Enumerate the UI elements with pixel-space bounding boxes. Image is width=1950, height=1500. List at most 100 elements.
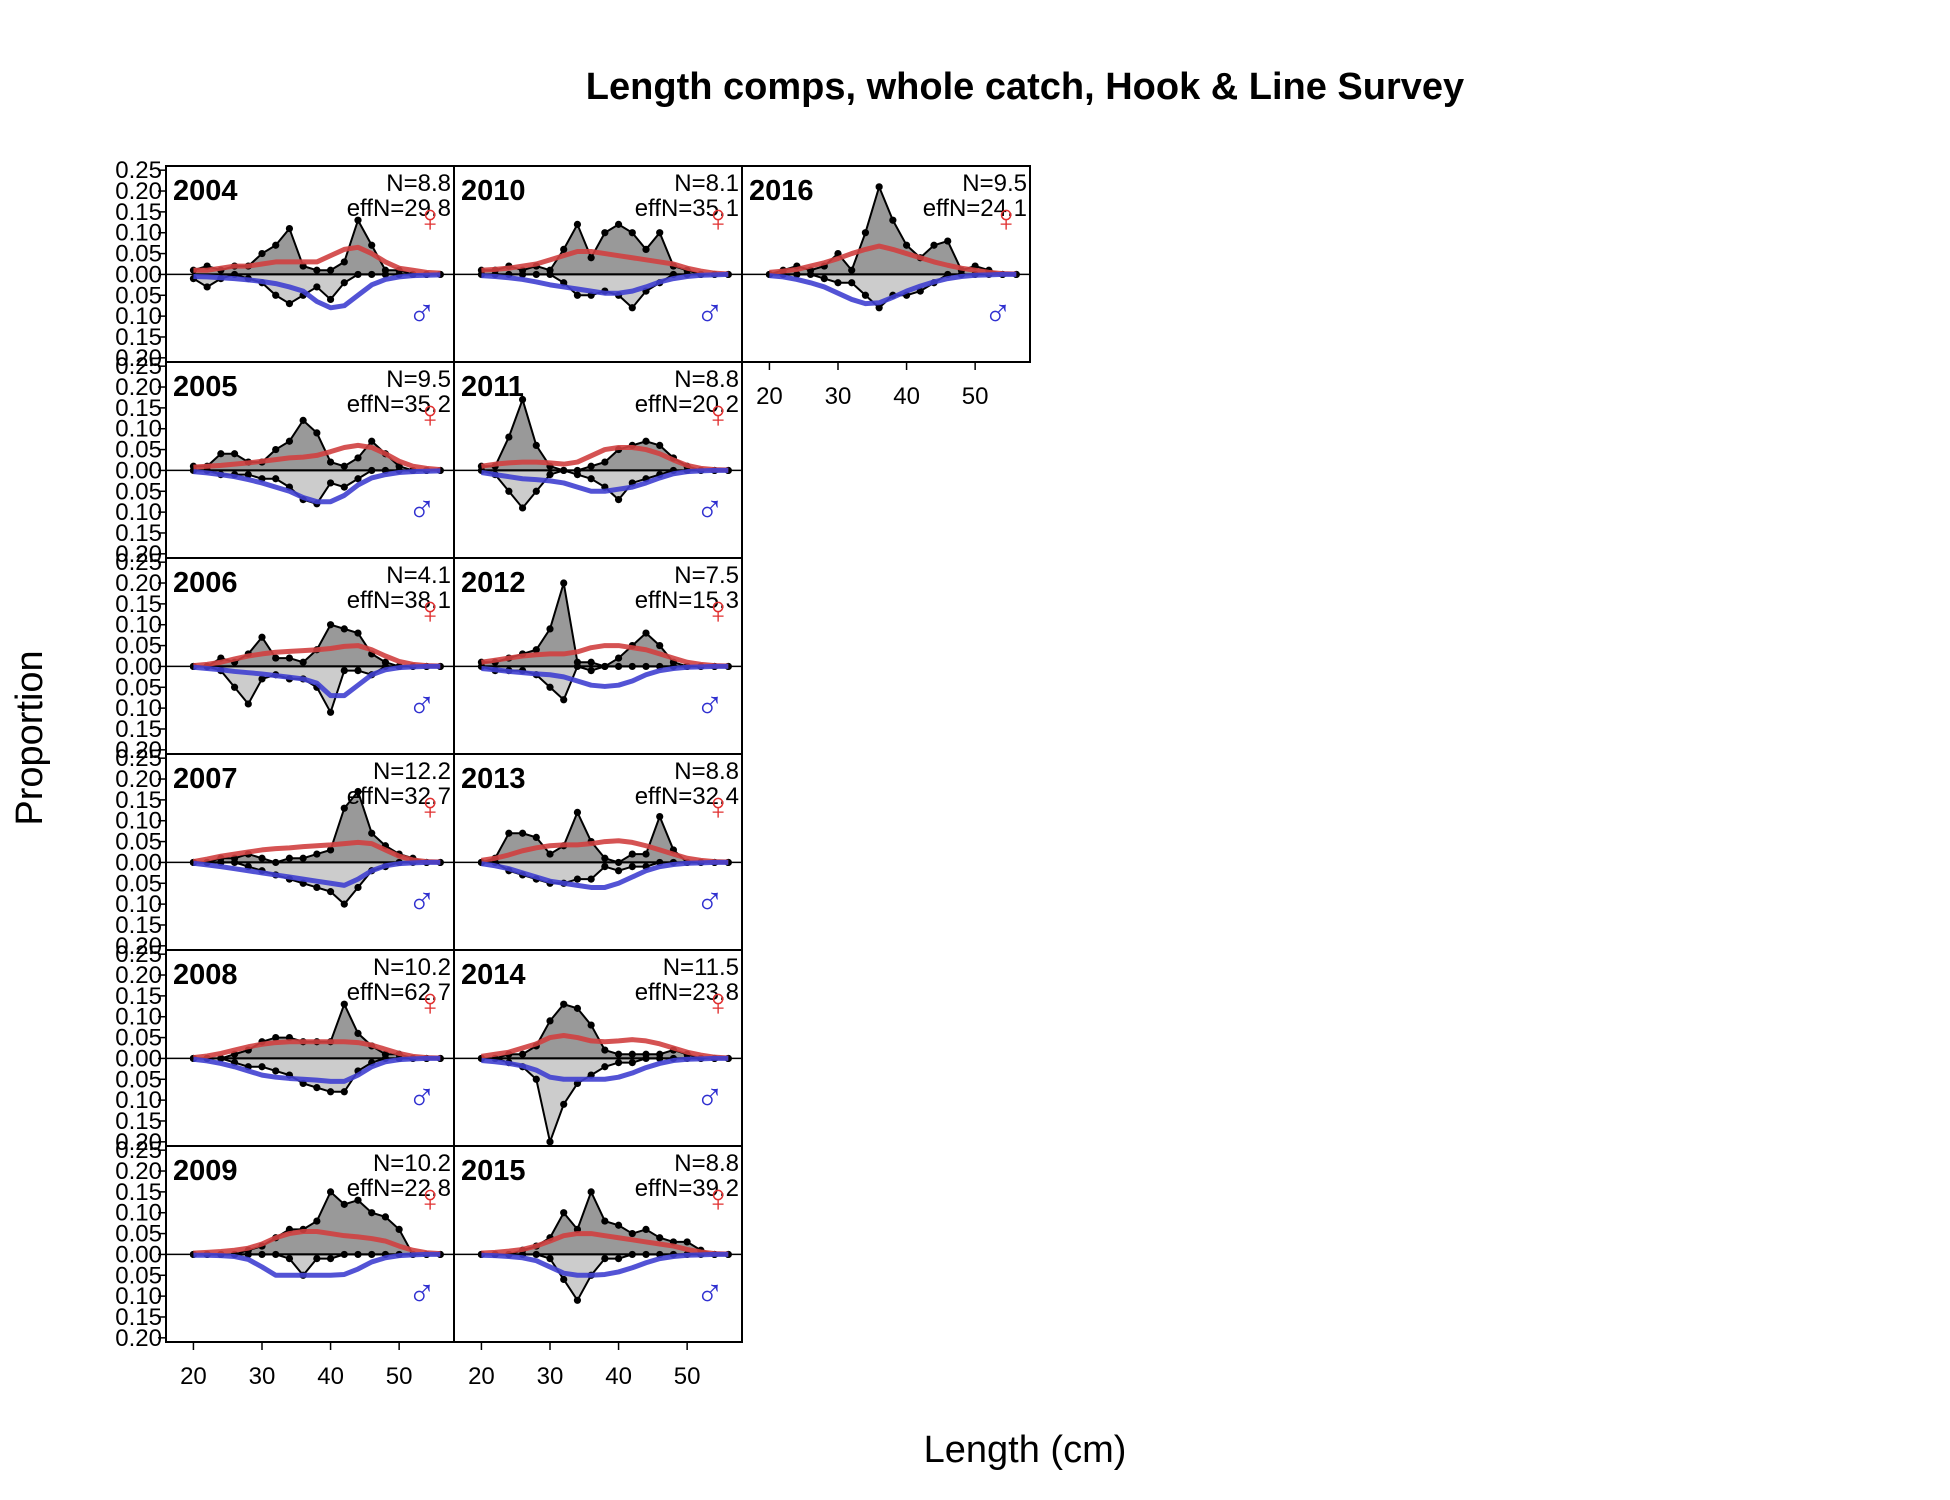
male-obs-point bbox=[875, 304, 883, 312]
male-obs-point bbox=[313, 1084, 321, 1092]
y-tick-label: 0.10 bbox=[115, 808, 162, 835]
panel-effn-label: effN=23.8 bbox=[635, 979, 739, 1006]
female-obs-point bbox=[299, 658, 307, 666]
male-obs-point bbox=[560, 1275, 568, 1284]
y-tick-label: 0.25 bbox=[115, 1137, 162, 1164]
male-obs-point bbox=[354, 666, 362, 675]
chart-title: Length comps, whole catch, Hook & Line S… bbox=[586, 66, 1464, 108]
male-obs-point bbox=[518, 270, 527, 279]
panel-year-label: 2011 bbox=[461, 371, 524, 403]
female-obs-point bbox=[587, 1188, 595, 1196]
female-obs-point bbox=[230, 450, 239, 458]
male-obs-point bbox=[244, 470, 252, 479]
male-obs-point bbox=[532, 270, 540, 279]
female-obs-point bbox=[326, 621, 335, 629]
female-symbol: ♀ bbox=[704, 982, 733, 1024]
female-obs-point bbox=[875, 183, 883, 191]
female-expected-line bbox=[481, 444, 729, 473]
panel-n-label: N=8.8 bbox=[674, 758, 739, 785]
female-expected-line bbox=[481, 1032, 729, 1061]
female-obs-point bbox=[272, 654, 280, 662]
male-symbol: ♂ bbox=[696, 881, 725, 923]
female-expected-line bbox=[481, 643, 729, 669]
female-obs-point bbox=[628, 1050, 636, 1058]
female-obs-point bbox=[285, 437, 294, 445]
female-obs-point bbox=[532, 441, 540, 450]
panel-n-label: N=11.5 bbox=[663, 954, 739, 981]
female-obs-point bbox=[532, 646, 540, 654]
female-obs-point bbox=[944, 237, 952, 245]
male-obs-point bbox=[642, 1250, 650, 1259]
male-obs-point bbox=[326, 708, 335, 716]
female-obs-point bbox=[587, 254, 595, 262]
y-tick-label: 0.05 bbox=[115, 1066, 162, 1093]
y-tick-label: 0.20 bbox=[115, 541, 162, 568]
y-tick-label: 0.20 bbox=[115, 570, 162, 597]
male-obs-point bbox=[340, 279, 348, 287]
y-tick-label: 0.15 bbox=[115, 591, 162, 618]
male-obs-point bbox=[354, 883, 362, 892]
panel-frame bbox=[741, 165, 1031, 363]
panel-effn-label: effN=35.2 bbox=[347, 391, 451, 418]
male-obs-point bbox=[326, 1254, 335, 1263]
male-obs-point bbox=[546, 270, 554, 279]
y-tick-label: 0.25 bbox=[115, 157, 162, 184]
male-obs-point bbox=[340, 1250, 348, 1259]
female-obs-point bbox=[340, 462, 348, 470]
female-symbol: ♀ bbox=[704, 786, 733, 828]
y-tick-label: 0.20 bbox=[115, 345, 162, 372]
female-obs-point bbox=[656, 641, 664, 650]
female-obs-point bbox=[217, 450, 225, 458]
x-tick-label: 50 bbox=[962, 383, 989, 410]
female-obs-point bbox=[340, 258, 348, 266]
y-tick-label: 0.15 bbox=[115, 787, 162, 814]
panel-year-label: 2014 bbox=[461, 959, 526, 991]
y-tick-label: 0.15 bbox=[115, 520, 162, 547]
female-symbol: ♀ bbox=[416, 394, 445, 436]
y-tick-label: 0.05 bbox=[115, 674, 162, 701]
y-tick-label: 0.10 bbox=[115, 499, 162, 526]
female-obs-point bbox=[601, 229, 609, 237]
male-obs-point bbox=[546, 470, 554, 479]
panel-year-label: 2012 bbox=[461, 567, 526, 599]
male-obs-point bbox=[806, 270, 815, 279]
female-obs-point bbox=[573, 1004, 582, 1012]
male-symbol: ♂ bbox=[408, 293, 437, 335]
x-tick-label: 30 bbox=[825, 383, 852, 410]
female-obs-point bbox=[614, 1221, 623, 1229]
x-tick-label: 40 bbox=[605, 1363, 632, 1390]
female-expected-line bbox=[481, 838, 729, 865]
male-obs-point bbox=[518, 504, 527, 512]
panel-effn-label: effN=32.7 bbox=[347, 783, 451, 810]
x-tick-label: 20 bbox=[180, 1363, 207, 1390]
female-symbol: ♀ bbox=[416, 590, 445, 632]
female-symbol: ♀ bbox=[704, 1178, 733, 1220]
panel-2004: 2004 N=8.8effN=29.8♀♂0.250.200.150.100.05… bbox=[115, 157, 455, 372]
female-obs-point bbox=[642, 245, 650, 254]
female-obs-point bbox=[326, 1188, 335, 1196]
female-expected-line bbox=[193, 643, 441, 669]
male-expected-line bbox=[481, 1251, 729, 1278]
male-obs-point bbox=[573, 875, 582, 883]
panel-2007: 2007 N=12.2effN=32.7♀♂0.250.200.150.100.0… bbox=[115, 745, 455, 960]
y-tick-label: 0.00 bbox=[115, 261, 162, 288]
x-axis-label: Length (cm) bbox=[924, 1429, 1127, 1471]
y-tick-label: 0.25 bbox=[115, 353, 162, 380]
female-obs-point bbox=[313, 429, 321, 437]
female-obs-point bbox=[656, 441, 664, 450]
female-obs-point bbox=[546, 1017, 554, 1025]
y-tick-label: 0.10 bbox=[115, 1200, 162, 1227]
male-obs-point bbox=[326, 295, 335, 304]
male-obs-point bbox=[848, 279, 856, 287]
female-obs-point bbox=[587, 462, 595, 470]
male-symbol: ♂ bbox=[408, 881, 437, 923]
male-obs-point bbox=[560, 466, 568, 475]
panel-n-label: N=10.2 bbox=[373, 1150, 451, 1177]
female-obs-point bbox=[354, 1029, 362, 1038]
panel-effn-label: effN=35.1 bbox=[635, 195, 739, 222]
female-obs-point bbox=[354, 1196, 362, 1204]
male-expected-line bbox=[193, 1055, 441, 1084]
male-obs-point bbox=[614, 496, 623, 504]
male-symbol: ♂ bbox=[696, 489, 725, 531]
